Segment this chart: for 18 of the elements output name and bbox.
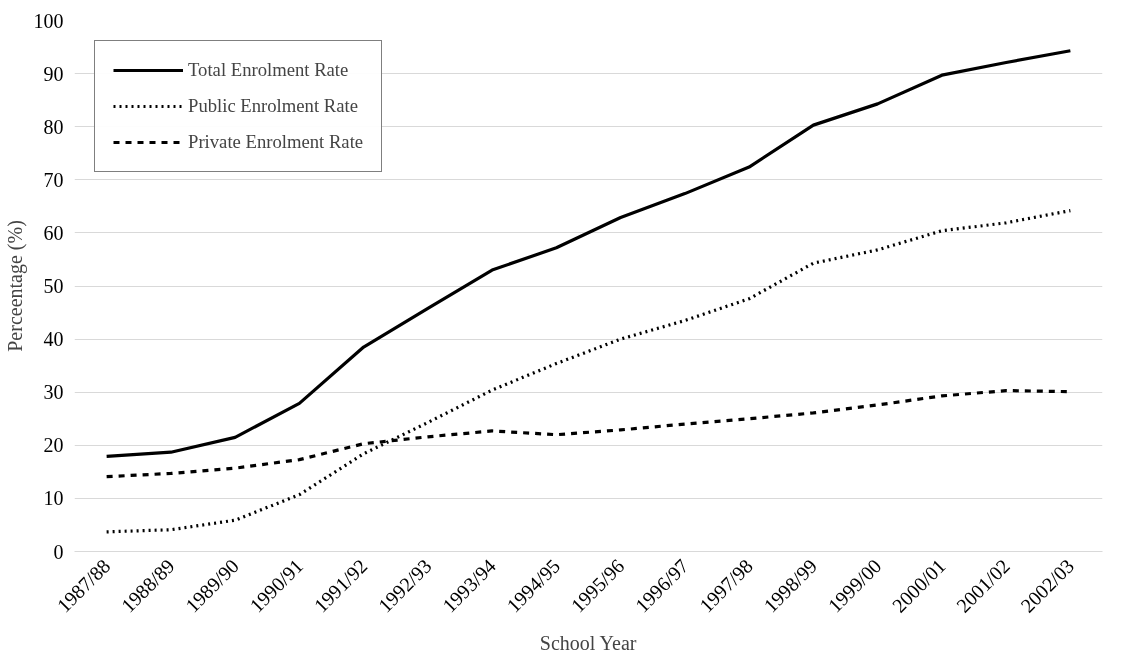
y-axis-title: Perceentage (%) — [3, 220, 27, 352]
y-tick-label: 90 — [43, 62, 64, 85]
y-tick-label: 10 — [43, 487, 64, 510]
y-tick-label: 30 — [43, 381, 64, 404]
line-series — [105, 49, 1072, 459]
y-tick-label: 80 — [43, 115, 64, 138]
y-tick-label: 100 — [33, 9, 64, 32]
x-axis-title: School Year — [539, 632, 637, 655]
y-tick-label: 40 — [43, 328, 64, 351]
line-series — [105, 209, 1072, 534]
y-tick-label: 50 — [43, 275, 64, 297]
y-tick-label: 20 — [43, 434, 64, 457]
y-tick-label: 60 — [43, 221, 64, 244]
legend-label: Private Enrolment Rate — [188, 131, 364, 153]
legend-label: Public Enrolment Rate — [188, 95, 358, 117]
y-tick-label: 0 — [53, 540, 64, 563]
legend-label: Total Enrolment Rate — [188, 59, 349, 81]
y-tick-label: 70 — [43, 168, 64, 191]
